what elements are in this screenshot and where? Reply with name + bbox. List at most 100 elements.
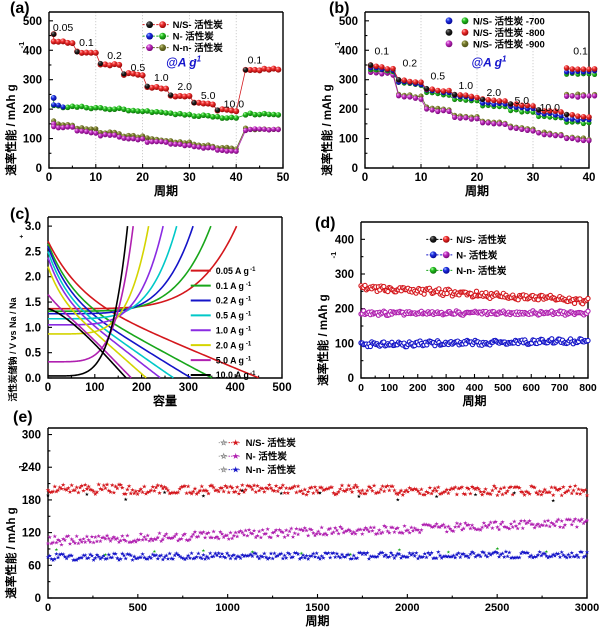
svg-text:2.0: 2.0 [486,87,501,99]
svg-text:0: 0 [352,163,358,175]
svg-text:200: 200 [335,304,354,316]
svg-text:0.5 A g: 0.5 A g [216,311,244,321]
svg-text:0.2 A g: 0.2 A g [216,296,244,306]
svg-text:100: 100 [85,382,104,394]
svg-text:0: 0 [362,172,368,184]
svg-text:N- 活性炭: N- 活性炭 [456,249,498,261]
svg-text:0: 0 [35,593,41,605]
svg-text:1.5: 1.5 [25,297,42,309]
svg-text:800: 800 [579,382,597,394]
svg-text:0.5: 0.5 [131,62,146,74]
svg-text:10.0: 10.0 [224,99,245,111]
svg-text:-1: -1 [246,356,252,362]
svg-text:0.0: 0.0 [25,373,41,385]
svg-text:500: 500 [23,16,42,28]
svg-text:0.05: 0.05 [53,22,74,34]
svg-text:5.0: 5.0 [201,90,216,102]
svg-text:40: 40 [230,172,243,184]
svg-text:-1: -1 [17,465,26,472]
svg-text:-1: -1 [246,297,252,303]
svg-text:500: 500 [494,382,512,394]
svg-text:0.1: 0.1 [79,37,94,49]
svg-text:0.2: 0.2 [402,57,417,69]
svg-text:(a): (a) [10,0,30,17]
svg-text:300: 300 [437,382,455,394]
svg-text:50: 50 [277,172,290,184]
svg-text:0: 0 [45,602,51,614]
svg-text:1000: 1000 [215,602,239,614]
svg-text:0: 0 [348,373,354,385]
svg-text:300: 300 [339,75,358,87]
svg-text:-1: -1 [246,312,252,318]
svg-text:N/S- 活性炭 -700: N/S- 活性炭 -700 [473,15,545,27]
svg-text:0.05 A g: 0.05 A g [216,266,249,276]
svg-text:300: 300 [22,430,41,442]
svg-text:N/S- 活性炭 -900: N/S- 活性炭 -900 [473,38,545,50]
svg-text:180: 180 [22,495,41,507]
svg-text:1.0: 1.0 [25,322,41,334]
svg-text:120: 120 [22,528,41,540]
svg-text:容量: 容量 [152,393,177,408]
svg-text:@A g: @A g [471,55,502,69]
svg-text:2.5: 2.5 [25,246,42,258]
svg-text:速率性能 / mAh g: 速率性能 / mAh g [320,84,334,175]
svg-text:-1: -1 [499,54,507,63]
svg-text:N- 活性炭: N- 活性炭 [246,451,288,463]
svg-text:20: 20 [136,172,149,184]
svg-text:(d): (d) [315,215,335,232]
svg-text:0: 0 [45,382,51,394]
svg-text:2000: 2000 [395,602,419,614]
svg-text:N-n- 活性炭: N-n- 活性炭 [456,265,507,277]
svg-text:-1: -1 [329,252,338,259]
svg-text:2.0: 2.0 [25,272,41,284]
svg-text:1.0: 1.0 [458,80,473,92]
svg-text:200: 200 [409,382,427,394]
svg-text:0.1: 0.1 [573,46,588,58]
svg-text:@A g: @A g [166,55,197,69]
svg-text:速率性能 / mAh g: 速率性能 / mAh g [4,507,18,598]
svg-text:3000: 3000 [575,602,599,614]
svg-text:0.5: 0.5 [25,348,42,360]
svg-text:30: 30 [527,172,540,184]
svg-text:500: 500 [339,16,358,28]
svg-text:10.0: 10.0 [540,102,561,114]
svg-text:速率性能 / mAh g: 速率性能 / mAh g [316,294,330,385]
svg-text:100: 100 [339,134,358,146]
svg-text:-1: -1 [194,54,202,63]
svg-text:0.1 A g: 0.1 A g [216,281,244,291]
svg-text:-1: -1 [17,42,26,49]
svg-text:周期: 周期 [462,393,486,408]
svg-text:400: 400 [335,234,354,246]
svg-text:N/S- 活性炭 -800: N/S- 活性炭 -800 [473,27,545,39]
svg-text:200: 200 [23,104,42,116]
svg-text:N/S- 活性炭: N/S- 活性炭 [246,437,297,449]
svg-text:0.5: 0.5 [430,71,445,83]
svg-text:0: 0 [46,172,52,184]
svg-text:N-n- 活性炭: N-n- 活性炭 [246,464,297,476]
svg-text:周期: 周期 [465,183,489,198]
svg-text:100: 100 [335,338,354,350]
svg-text:400: 400 [226,382,245,394]
svg-text:500: 500 [129,602,147,614]
svg-text:-1: -1 [246,326,252,332]
svg-text:N/S- 活性炭: N/S- 活性炭 [173,19,224,31]
svg-text:10: 10 [415,172,428,184]
svg-text:周期: 周期 [305,613,329,628]
svg-text:0: 0 [358,382,364,394]
svg-text:-1: -1 [250,371,256,377]
svg-text:(e): (e) [13,409,33,426]
svg-text:10.0 A g: 10.0 A g [216,370,249,380]
svg-text:(b): (b) [329,0,349,17]
svg-text:300: 300 [179,382,198,394]
svg-text:1.0 A g: 1.0 A g [216,325,244,335]
svg-text:2.0: 2.0 [177,81,192,93]
svg-text:活性炭储钠 / V vs Na / Na: 活性炭储钠 / V vs Na / Na [7,296,18,401]
svg-text:2.0 A g: 2.0 A g [216,340,244,350]
svg-text:(c): (c) [10,206,30,223]
svg-text:300: 300 [335,269,354,281]
svg-text:300: 300 [23,75,42,87]
svg-text:600: 600 [522,382,540,394]
svg-text:0.2: 0.2 [107,50,122,62]
svg-text:500: 500 [272,382,291,394]
svg-text:5.0 A g: 5.0 A g [216,355,244,365]
